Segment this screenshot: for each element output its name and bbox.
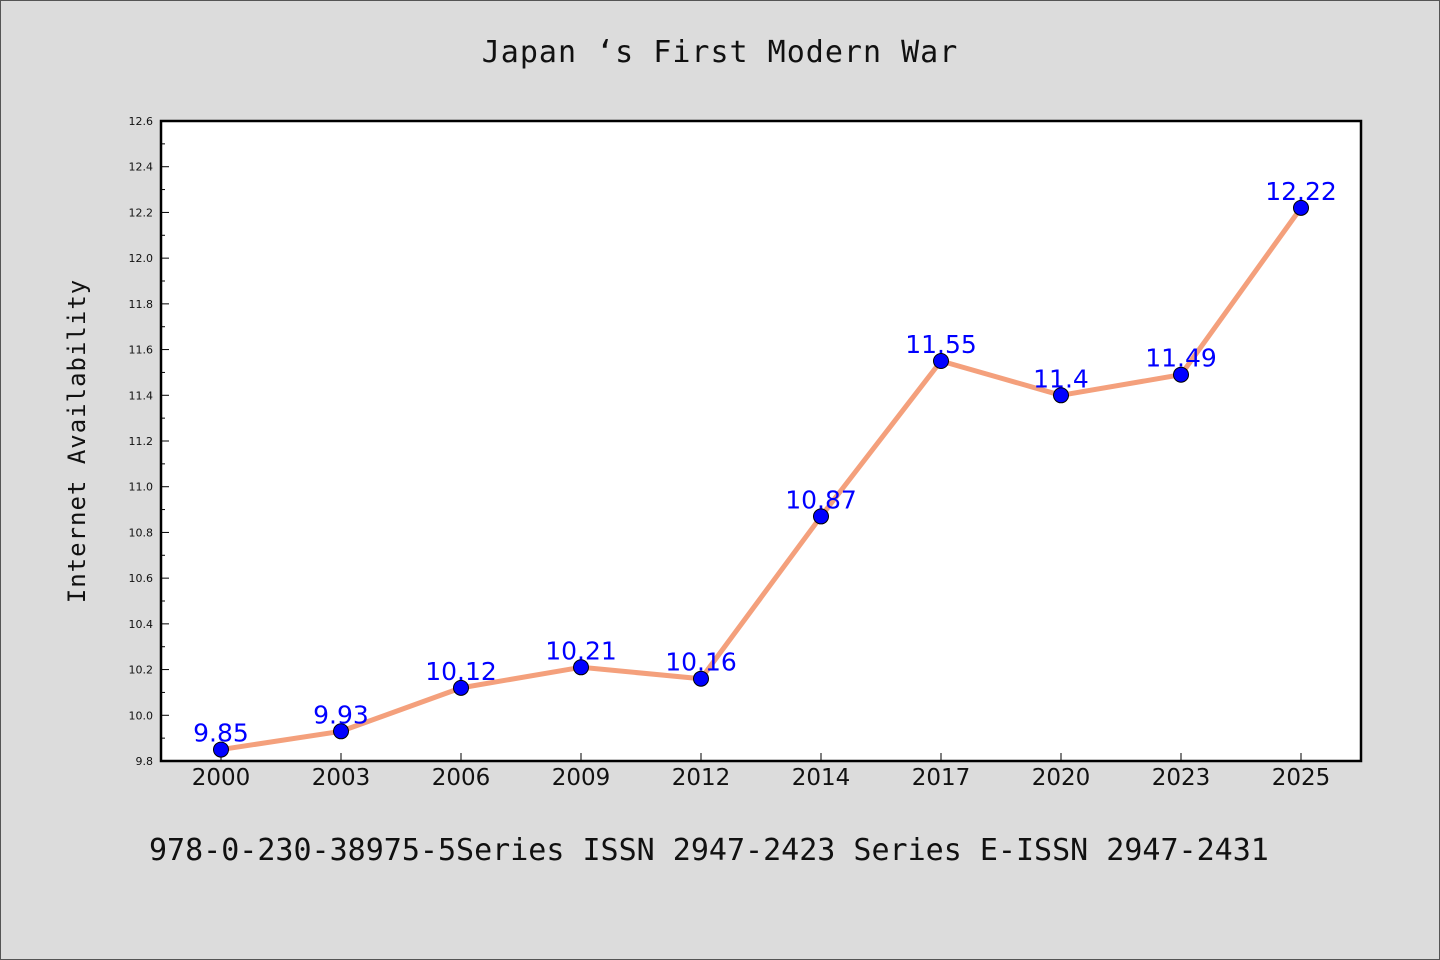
data-point [333, 723, 349, 740]
data-label: 11.4 [1033, 364, 1089, 393]
x-tick-label: 2020 [1032, 765, 1091, 791]
y-tick-label: 10.4 [129, 618, 154, 631]
data-point [813, 508, 829, 525]
data-point [1053, 387, 1069, 404]
y-tick-label: 12.2 [129, 206, 154, 219]
y-tick-label: 11.0 [129, 481, 154, 494]
data-label: 10.12 [425, 657, 497, 686]
x-tick-label: 2012 [672, 765, 731, 791]
y-tick-label: 11.8 [129, 298, 154, 311]
data-label: 10.87 [785, 485, 857, 514]
y-axis-label: Internet Availability [63, 279, 91, 603]
y-tick-label: 10.2 [129, 664, 154, 677]
chart-title: Japan ‘s First Modern War [481, 35, 959, 70]
data-label: 11.49 [1145, 344, 1217, 373]
x-tick-label: 2000 [192, 765, 251, 791]
x-tick-label: 2017 [912, 765, 971, 791]
data-point [933, 353, 949, 369]
y-tick-label: 12.4 [129, 161, 154, 174]
y-tick-label: 12.0 [129, 252, 154, 265]
data-point [573, 659, 589, 676]
data-point [1173, 366, 1189, 383]
data-label: 9.85 [193, 719, 249, 748]
y-tick-label: 10.0 [129, 709, 154, 722]
y-tick-label: 11.6 [129, 344, 154, 357]
y-tick-label: 9.8 [136, 755, 154, 768]
x-tick-label: 2014 [792, 765, 851, 791]
x-tick-label: 2006 [432, 765, 491, 791]
y-tick-label: 10.6 [129, 572, 154, 585]
footer-isbn-text: 978-0-230-38975-5Series ISSN 2947-2423 S… [149, 833, 1269, 868]
data-label: 12.22 [1265, 177, 1337, 206]
data-label: 11.55 [905, 330, 977, 359]
data-point [693, 670, 709, 687]
y-tick-label: 12.6 [129, 115, 154, 128]
data-label: 9.93 [313, 700, 369, 729]
x-tick-label: 2025 [1272, 765, 1331, 791]
data-label: 10.21 [545, 636, 617, 665]
y-tick-label: 10.8 [129, 526, 154, 539]
plot-area [159, 119, 1363, 763]
data-point [453, 679, 469, 696]
data-label: 10.16 [665, 648, 737, 677]
data-point [213, 741, 229, 758]
x-tick-label: 2009 [552, 765, 611, 791]
data-point [1293, 199, 1309, 216]
y-tick-label: 11.2 [129, 435, 154, 448]
x-tick-label: 2003 [312, 765, 371, 791]
x-tick-label: 2023 [1152, 765, 1211, 791]
series-line [218, 205, 1304, 753]
y-tick-label: 11.4 [129, 389, 154, 402]
